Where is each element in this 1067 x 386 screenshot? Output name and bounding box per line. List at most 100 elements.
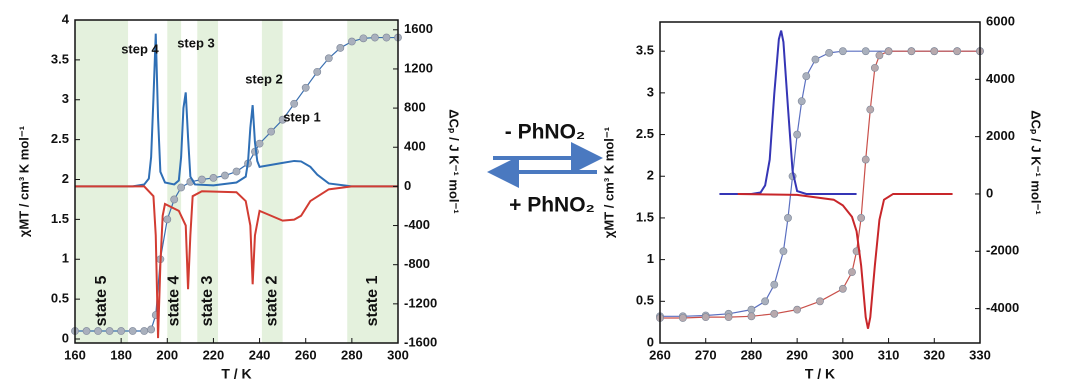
x-tick-label: 300 <box>387 347 409 362</box>
x-axis-label: T / K <box>221 366 251 382</box>
data-point <box>140 327 149 335</box>
data-point <box>793 305 802 314</box>
data-point <box>793 130 802 139</box>
y2-tick-label: -4000 <box>986 300 1019 315</box>
data-point <box>278 115 287 124</box>
step-label: step 3 <box>177 35 215 50</box>
y2-tick-label: -1200 <box>404 295 437 310</box>
y2-tick-label: 0 <box>986 185 993 200</box>
data-point <box>170 195 179 204</box>
data-point <box>747 305 756 314</box>
data-point <box>861 155 870 164</box>
data-point <box>371 33 379 42</box>
x-tick-label: 280 <box>741 347 763 362</box>
series-line <box>75 185 398 339</box>
data-point <box>825 48 834 57</box>
state-label: state 2 <box>263 276 280 327</box>
y2-tick-label: 4000 <box>986 71 1015 86</box>
y-axis-label: χMT / cm³ K mol⁻¹ <box>16 126 31 237</box>
data-point <box>848 268 856 277</box>
data-point <box>290 99 299 108</box>
state-label: state 4 <box>165 276 182 327</box>
y-tick-label: 0 <box>647 334 654 349</box>
data-point <box>724 313 733 322</box>
x-tick-label: 290 <box>786 347 808 362</box>
data-point <box>838 284 847 293</box>
data-point <box>105 327 114 335</box>
data-point <box>94 327 102 335</box>
y-tick-label: 1 <box>62 251 69 266</box>
data-point <box>747 312 756 321</box>
y2-axis-label: ΔCₚ / J K⁻¹ mol⁻¹ <box>447 109 462 213</box>
data-point <box>770 309 779 318</box>
x-axis-label: T / K <box>805 366 835 382</box>
data-point <box>301 83 310 92</box>
plot-frame <box>659 21 981 344</box>
x-tick-label: 310 <box>878 347 900 362</box>
series-line <box>660 50 980 317</box>
y2-axis-label: ΔCₚ / J K⁻¹ mol⁻¹ <box>1029 110 1044 214</box>
y2-tick-label: 800 <box>404 100 426 115</box>
step-label: step 4 <box>121 41 159 56</box>
x-tick-label: 160 <box>64 347 86 362</box>
y2-tick-label: 0 <box>404 178 411 193</box>
y-tick-label: 2 <box>647 168 654 183</box>
state-region <box>197 20 219 343</box>
data-point <box>811 55 820 64</box>
state-region <box>167 20 182 343</box>
x-tick-label: 260 <box>295 347 317 362</box>
y2-tick-label: 6000 <box>986 13 1015 28</box>
data-point <box>816 297 824 306</box>
x-tick-label: 270 <box>695 347 717 362</box>
y-tick-label: 3 <box>647 84 654 99</box>
y2-tick-label: -400 <box>404 217 430 232</box>
y-tick-label: 2.5 <box>51 131 69 146</box>
data-point <box>382 33 391 42</box>
series-line <box>75 33 398 188</box>
plot-frame <box>74 19 399 344</box>
data-point <box>163 215 172 224</box>
data-point <box>359 34 368 43</box>
data-point <box>838 47 847 56</box>
x-tick-label: 220 <box>203 347 225 362</box>
data-point <box>678 314 687 322</box>
x-tick-label: 330 <box>969 347 991 362</box>
y2-tick-label: 2000 <box>986 128 1015 143</box>
data-point <box>861 47 870 56</box>
data-point <box>128 327 137 335</box>
data-point <box>117 327 126 335</box>
data-point <box>209 174 218 182</box>
y-axis-label: χMT / cm³ K mol⁻¹ <box>601 127 616 238</box>
data-point <box>797 97 806 106</box>
y2-tick-label: -1600 <box>404 334 437 349</box>
data-point <box>930 47 939 56</box>
series-line <box>660 50 980 319</box>
step-label: step 1 <box>283 109 321 124</box>
x-tick-label: 260 <box>649 347 671 362</box>
data-point <box>255 139 264 148</box>
y-tick-label: 4 <box>62 11 70 26</box>
state-label: state 1 <box>364 276 381 327</box>
data-point <box>221 171 229 180</box>
x-tick-label: 200 <box>156 347 178 362</box>
x-tick-label: 280 <box>341 347 363 362</box>
data-point <box>802 72 811 81</box>
y-tick-label: 1.5 <box>636 209 654 224</box>
data-point <box>197 175 206 184</box>
y2-tick-label: 1200 <box>404 60 433 75</box>
data-point <box>770 280 779 289</box>
data-point <box>336 44 345 52</box>
data-point <box>953 47 962 56</box>
y-tick-label: 3 <box>62 91 69 106</box>
series-line <box>737 192 953 329</box>
y-tick-label: 1.5 <box>51 211 69 226</box>
data-point <box>347 37 356 46</box>
state-label: state 5 <box>93 276 110 327</box>
y2-tick-label: 1600 <box>404 21 433 36</box>
data-point <box>779 247 788 256</box>
data-point <box>866 105 875 114</box>
y2-tick-label: -800 <box>404 256 430 271</box>
data-point <box>761 297 770 306</box>
